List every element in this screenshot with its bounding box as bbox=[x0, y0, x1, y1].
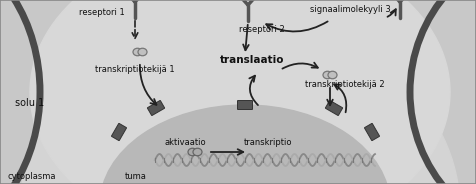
Ellipse shape bbox=[328, 71, 337, 79]
Ellipse shape bbox=[193, 148, 202, 156]
FancyBboxPatch shape bbox=[238, 100, 252, 109]
FancyBboxPatch shape bbox=[148, 100, 165, 116]
Text: reseptori 2: reseptori 2 bbox=[239, 25, 285, 34]
Text: tuma: tuma bbox=[125, 172, 147, 181]
Ellipse shape bbox=[133, 48, 142, 56]
Text: reseptori 1: reseptori 1 bbox=[79, 8, 125, 17]
Text: translaatio: translaatio bbox=[220, 55, 284, 65]
Text: aktivaatio: aktivaatio bbox=[164, 138, 206, 147]
FancyBboxPatch shape bbox=[365, 123, 379, 141]
Ellipse shape bbox=[20, 20, 460, 184]
Ellipse shape bbox=[188, 148, 197, 156]
Text: cytoplasma: cytoplasma bbox=[8, 172, 57, 181]
FancyBboxPatch shape bbox=[111, 123, 127, 141]
Text: signaalimolekyyli 3: signaalimolekyyli 3 bbox=[310, 5, 391, 14]
Ellipse shape bbox=[30, 0, 450, 184]
Text: solu 1: solu 1 bbox=[15, 98, 44, 108]
Text: transkriptiotekijä 2: transkriptiotekijä 2 bbox=[305, 80, 385, 89]
FancyBboxPatch shape bbox=[326, 100, 343, 116]
Text: transkriptiotekijä 1: transkriptiotekijä 1 bbox=[95, 65, 175, 74]
Ellipse shape bbox=[323, 71, 332, 79]
Text: transkriptio: transkriptio bbox=[244, 138, 292, 147]
Ellipse shape bbox=[100, 105, 390, 184]
Ellipse shape bbox=[138, 48, 147, 56]
